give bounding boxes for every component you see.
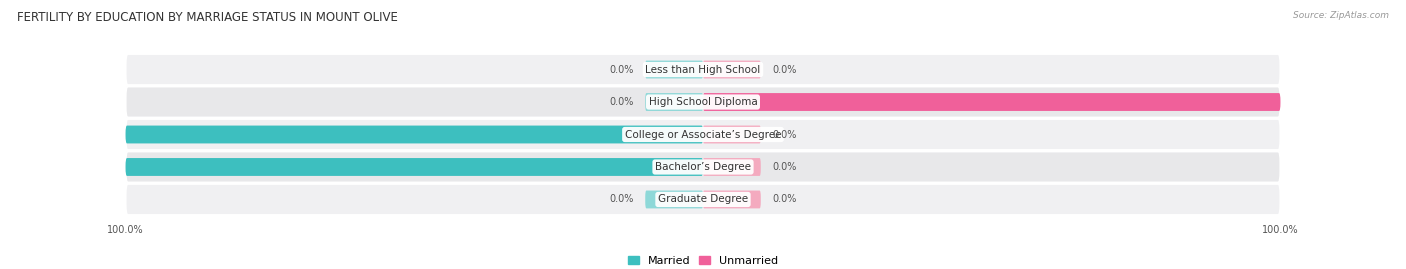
FancyBboxPatch shape	[125, 151, 1281, 183]
Text: Less than High School: Less than High School	[645, 65, 761, 75]
Text: Graduate Degree: Graduate Degree	[658, 194, 748, 204]
Text: High School Diploma: High School Diploma	[648, 97, 758, 107]
FancyBboxPatch shape	[125, 158, 703, 176]
FancyBboxPatch shape	[703, 126, 761, 143]
FancyBboxPatch shape	[645, 93, 703, 111]
Legend: Married, Unmarried: Married, Unmarried	[623, 251, 783, 269]
Text: FERTILITY BY EDUCATION BY MARRIAGE STATUS IN MOUNT OLIVE: FERTILITY BY EDUCATION BY MARRIAGE STATU…	[17, 11, 398, 24]
FancyBboxPatch shape	[125, 54, 1281, 85]
Text: 100.0%: 100.0%	[73, 162, 114, 172]
Text: 0.0%: 0.0%	[772, 65, 797, 75]
Text: 0.0%: 0.0%	[772, 162, 797, 172]
Text: 0.0%: 0.0%	[609, 194, 634, 204]
FancyBboxPatch shape	[703, 93, 1281, 111]
FancyBboxPatch shape	[125, 86, 1281, 118]
FancyBboxPatch shape	[645, 190, 703, 208]
Text: 100.0%: 100.0%	[1292, 97, 1333, 107]
Text: 0.0%: 0.0%	[609, 97, 634, 107]
Text: 0.0%: 0.0%	[772, 194, 797, 204]
FancyBboxPatch shape	[703, 158, 761, 176]
FancyBboxPatch shape	[645, 61, 703, 79]
FancyBboxPatch shape	[125, 119, 1281, 150]
Text: 100.0%: 100.0%	[73, 129, 114, 140]
FancyBboxPatch shape	[125, 184, 1281, 215]
Text: Source: ZipAtlas.com: Source: ZipAtlas.com	[1294, 11, 1389, 20]
FancyBboxPatch shape	[703, 190, 761, 208]
Text: 0.0%: 0.0%	[609, 65, 634, 75]
Text: Bachelor’s Degree: Bachelor’s Degree	[655, 162, 751, 172]
FancyBboxPatch shape	[703, 61, 761, 79]
FancyBboxPatch shape	[125, 126, 703, 143]
Text: College or Associate’s Degree: College or Associate’s Degree	[624, 129, 782, 140]
Text: 0.0%: 0.0%	[772, 129, 797, 140]
